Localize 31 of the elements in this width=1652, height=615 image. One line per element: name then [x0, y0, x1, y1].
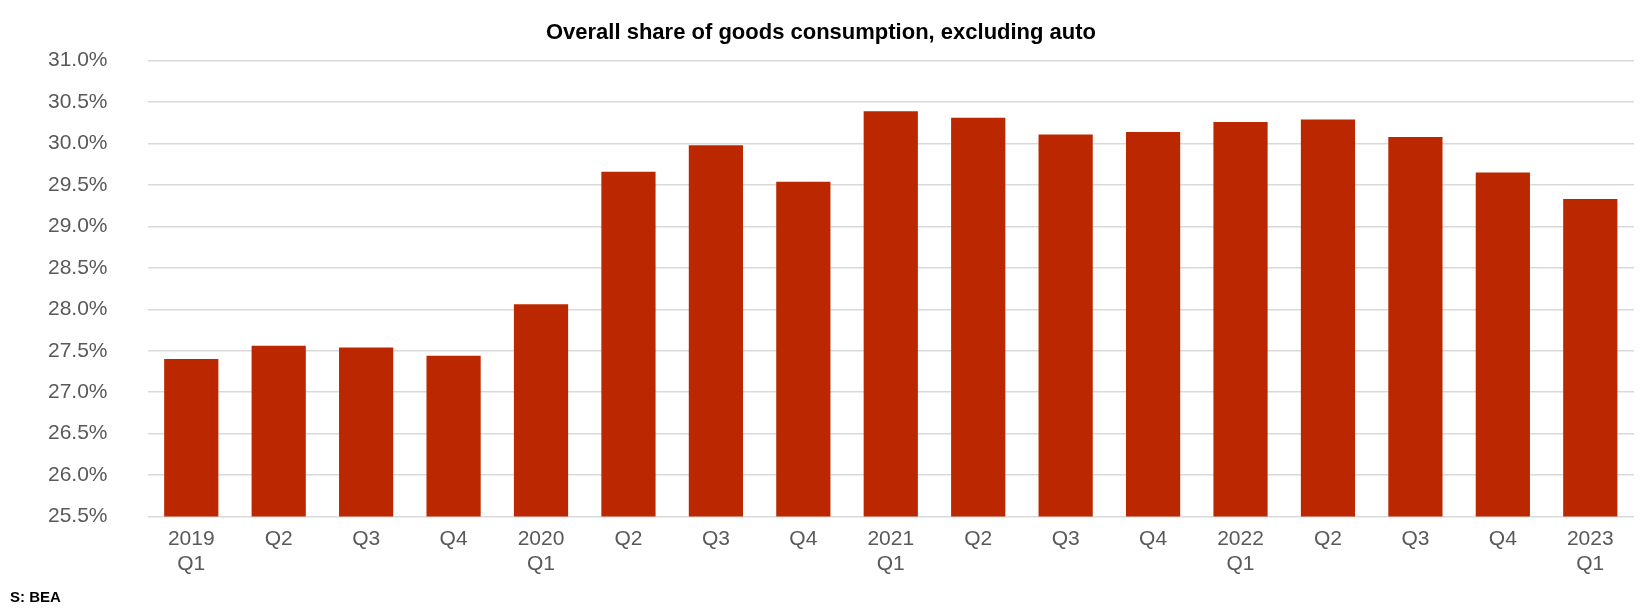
x-tick-label: 2020 Q1 [517, 526, 565, 575]
x-tick-label: 2022 Q1 [1217, 526, 1264, 575]
x-tick-label: 2023 Q1 [1566, 526, 1614, 575]
x-tick-label: Q2 [964, 526, 993, 549]
y-tick-label: 30.5% [48, 88, 108, 112]
y-tick-label: 28.5% [48, 254, 108, 278]
x-tick-label: 2021 Q1 [867, 526, 915, 575]
y-tick-label: 31.0% [48, 47, 108, 71]
chart-title: Overall share of goods consumption, excluding auto [545, 19, 1097, 45]
text: S: BEA [10, 587, 61, 605]
y-tick-label: 29.0% [48, 213, 108, 237]
x-tick-label: Q2 [1313, 526, 1342, 549]
x-tick-label: Q3 [1051, 526, 1080, 549]
x-tick-label: Q4 [1488, 526, 1518, 549]
x-tick-label: Q2 [264, 526, 293, 549]
y-tick-label: 30.0% [48, 130, 108, 154]
x-tick-label: 2019 Q1 [167, 526, 215, 575]
x-tick-label: Q4 [439, 526, 468, 549]
y-tick-label: 27.0% [48, 379, 108, 403]
x-tick-label: Q4 [789, 526, 818, 549]
x-tick-label: Q3 [352, 526, 381, 549]
y-tick-label: 26.0% [48, 461, 108, 485]
y-tick-label: 26.5% [48, 420, 108, 444]
y-tick-label: 27.5% [48, 337, 108, 361]
y-tick-label: 28.0% [48, 296, 108, 320]
x-tick-label: Q3 [1401, 526, 1430, 549]
x-tick-label: Q2 [614, 526, 643, 549]
x-tick-label: Q3 [701, 526, 730, 549]
y-tick-label: 29.5% [48, 171, 108, 195]
y-tick-label: 25.5% [48, 503, 108, 527]
x-tick-label: Q4 [1139, 526, 1168, 549]
